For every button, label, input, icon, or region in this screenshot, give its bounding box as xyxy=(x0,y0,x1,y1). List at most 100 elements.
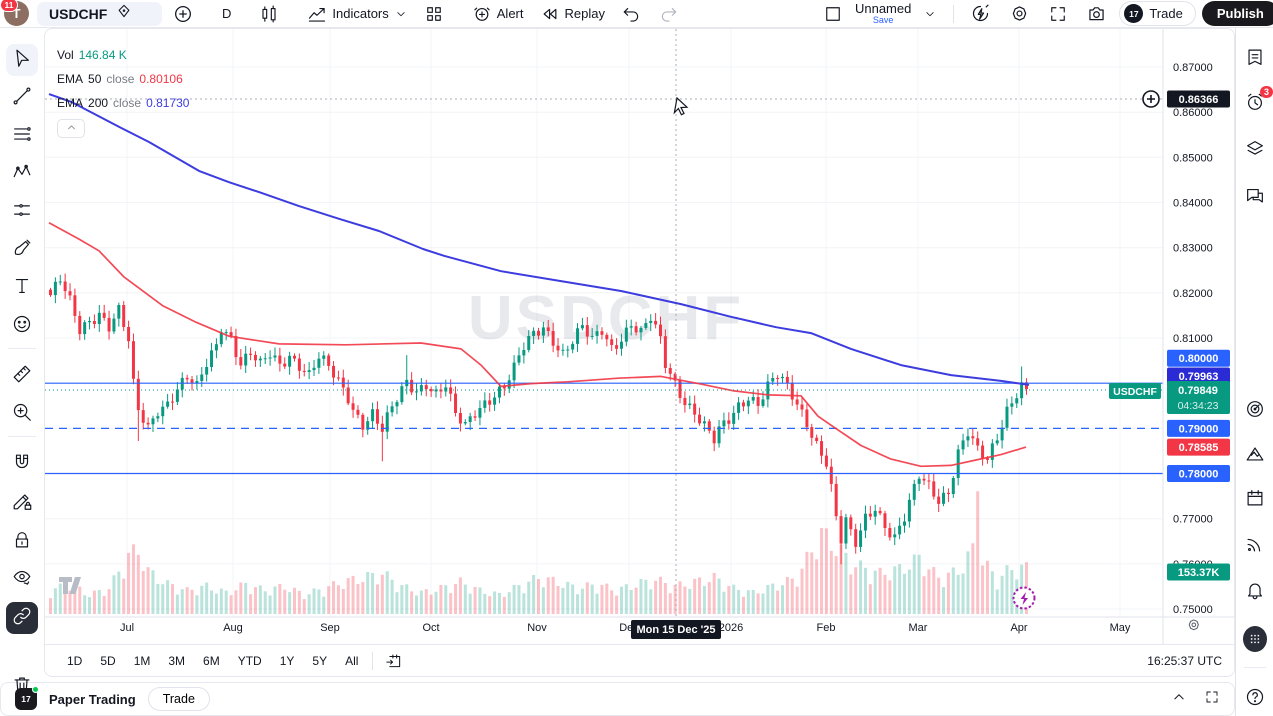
current-price-badge[interactable]: 0.79849 04:34:23 xyxy=(1167,381,1230,415)
object-tree-panel-button[interactable] xyxy=(1243,139,1267,163)
chart-type-button[interactable] xyxy=(253,2,285,26)
level-badge-0.79000[interactable]: 0.79000 xyxy=(1167,419,1230,437)
replay-rewind-icon xyxy=(540,4,560,24)
chart-settings-icon[interactable] xyxy=(1003,1,1036,26)
projection-tool[interactable] xyxy=(6,196,38,228)
price-tick-label: 0.77000 xyxy=(1173,514,1213,526)
lock-drawings[interactable] xyxy=(6,526,38,558)
indicators-button[interactable]: Indicators xyxy=(301,2,413,26)
interval-button[interactable]: D xyxy=(216,4,237,23)
sync-drawings[interactable] xyxy=(6,602,38,634)
measure-tool[interactable] xyxy=(6,360,38,392)
ema50-legend-row[interactable]: EMA 50 close 0.80106 xyxy=(57,72,183,86)
svg-text:0.79849: 0.79849 xyxy=(1178,385,1218,397)
range-ytd-button[interactable]: YTD xyxy=(237,653,262,668)
mountain-icon xyxy=(1244,443,1266,470)
ema200-value: 0.81730 xyxy=(146,96,190,110)
trend-line-tool[interactable] xyxy=(6,82,38,114)
undo-button[interactable] xyxy=(615,2,647,26)
lightning-event-marker[interactable] xyxy=(1012,586,1036,610)
ema50-line[interactable] xyxy=(48,222,1027,468)
paper-trade-button[interactable]: Trade xyxy=(147,687,210,711)
apps-menu-button[interactable] xyxy=(1243,626,1267,652)
paper-trading-title: Paper Trading xyxy=(49,691,136,707)
save-layout-link[interactable]: Save xyxy=(872,15,894,25)
brush-tool[interactable] xyxy=(6,234,38,266)
symbol-watermark: USDCHF xyxy=(468,284,744,353)
range-5d-button[interactable]: 5D xyxy=(100,653,116,668)
cursor-tool[interactable] xyxy=(6,44,38,76)
fib-retracement-tool[interactable] xyxy=(6,120,38,152)
go-to-date-button[interactable] xyxy=(379,652,409,670)
hide-drawings[interactable] xyxy=(6,563,38,595)
volume-value-badge[interactable]: 153.37K xyxy=(1167,563,1230,581)
volume-legend-row[interactable]: Vol 146.84 K xyxy=(57,48,127,62)
drawing-mode[interactable] xyxy=(6,487,38,519)
range-all-button[interactable]: All xyxy=(345,653,359,668)
chart-area[interactable]: USDCHF 0.87000 0.86000 0.85000 0.84000 0.8300… xyxy=(45,29,1234,644)
text-tool[interactable] xyxy=(6,272,38,304)
range-6m-button[interactable]: 6M xyxy=(203,653,220,668)
quick-search-icon[interactable] xyxy=(964,1,997,26)
magnet-mode[interactable] xyxy=(6,449,38,481)
alert-button[interactable]: Alert xyxy=(466,2,530,26)
range-3m-button[interactable]: 3M xyxy=(168,653,186,668)
notifications-panel-button[interactable] xyxy=(1243,580,1267,604)
flag-symbol-icon[interactable] xyxy=(115,2,133,25)
crosshair-price-badge[interactable]: 0.86366 xyxy=(1167,90,1230,108)
compare-add-symbol-button[interactable] xyxy=(166,1,200,27)
smiley-icon xyxy=(11,313,33,340)
ema50-badge[interactable]: 0.78585 xyxy=(1167,438,1230,456)
drawing-toolbar xyxy=(0,28,44,693)
level-badge-0.78000[interactable]: 0.78000 xyxy=(1167,465,1230,483)
volume-pane xyxy=(49,491,1028,614)
add-alert-plus-button[interactable] xyxy=(1142,90,1160,108)
watchlist-panel-button[interactable] xyxy=(1243,47,1267,71)
price-chart-canvas[interactable]: USDCHF 0.87000 0.86000 0.85000 0.84000 0.8300… xyxy=(45,29,1234,644)
replay-button[interactable]: Replay xyxy=(534,2,611,26)
emoji-tool[interactable] xyxy=(6,310,38,342)
trade-panel-button[interactable]: 17 Trade xyxy=(1119,1,1196,26)
range-1m-button[interactable]: 1M xyxy=(133,653,151,668)
broker-logo: 17 xyxy=(15,686,39,710)
symbol-search-box[interactable]: USDCHF xyxy=(37,1,162,26)
legend-collapse-button[interactable] xyxy=(57,119,85,138)
level-badge-0.80000[interactable]: 0.80000 xyxy=(1167,349,1230,367)
redo-button[interactable] xyxy=(653,2,685,26)
layers-icon xyxy=(1244,138,1266,165)
price-tick-label: 0.84000 xyxy=(1173,198,1213,210)
range-1d-button[interactable]: 1D xyxy=(67,653,83,668)
pattern-tool[interactable] xyxy=(6,158,38,190)
ema200-line[interactable] xyxy=(48,93,1030,386)
screenshot-camera-icon[interactable] xyxy=(1080,1,1113,26)
user-avatar[interactable]: T 11 xyxy=(0,0,29,26)
layout-chevron-icon[interactable] xyxy=(917,5,943,23)
chat-panel-button[interactable] xyxy=(1243,186,1267,210)
zoom-in-tool[interactable] xyxy=(6,398,38,430)
maximize-panel-icon[interactable] xyxy=(1204,689,1220,710)
price-axis[interactable]: 0.87000 0.86000 0.85000 0.84000 0.83000 0.820… xyxy=(1173,62,1213,616)
layout-name-button[interactable]: Unnamed Save xyxy=(854,1,912,25)
range-5y-button[interactable]: 5Y xyxy=(312,653,328,668)
calendar-panel-button[interactable] xyxy=(1243,488,1267,512)
right-sidebar: 3 xyxy=(1235,28,1273,716)
news-feed-panel-button[interactable] xyxy=(1243,534,1267,558)
fullscreen-icon[interactable] xyxy=(1042,2,1074,26)
indicator-templates-button[interactable] xyxy=(418,2,450,26)
indicators-icon xyxy=(307,4,327,24)
svg-text:0.78585: 0.78585 xyxy=(1179,442,1219,454)
alerts-panel-button[interactable]: 3 xyxy=(1243,85,1273,116)
minds-panel-button[interactable] xyxy=(1243,444,1267,468)
crosshair-date-tooltip: Mon 15 Dec '25 xyxy=(631,620,721,639)
ema200-badge[interactable]: 0.79963 xyxy=(1167,367,1230,385)
svg-text:USDCHF: USDCHF xyxy=(1113,386,1157,398)
range-1y-button[interactable]: 1Y xyxy=(279,653,295,668)
scale-settings-gear-icon[interactable] xyxy=(1188,619,1199,631)
utc-clock[interactable]: 16:25:37 UTC xyxy=(1147,653,1222,668)
ema200-legend-row[interactable]: EMA 200 close 0.81730 xyxy=(57,96,190,110)
publish-button[interactable]: Publish xyxy=(1201,1,1273,26)
help-button-button[interactable] xyxy=(1243,687,1267,711)
collapse-panel-icon[interactable] xyxy=(1170,688,1188,711)
layout-select-icon[interactable] xyxy=(817,2,849,26)
screener-panel-button[interactable] xyxy=(1243,399,1267,423)
